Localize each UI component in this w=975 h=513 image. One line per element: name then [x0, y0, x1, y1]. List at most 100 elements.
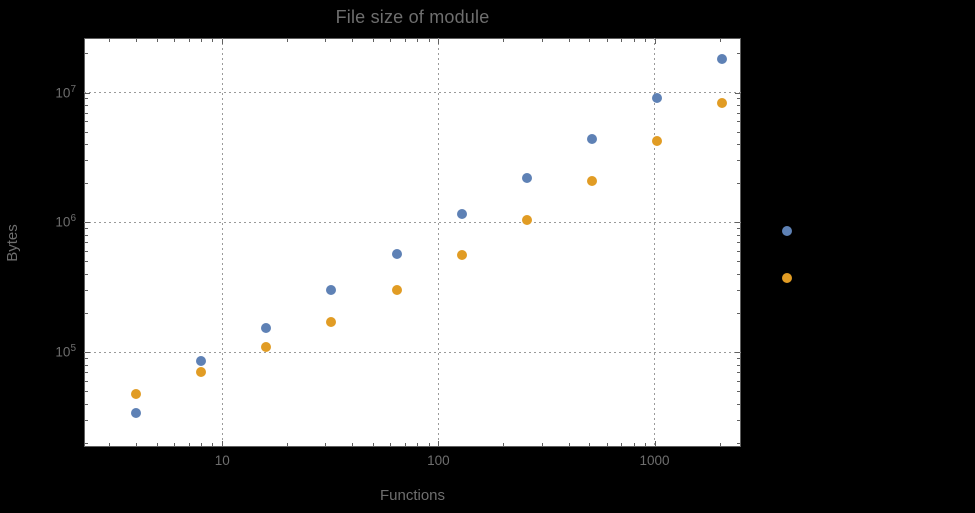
x-tick-mark — [644, 39, 646, 42]
y-tick-mark — [737, 160, 740, 162]
y-tick-mark — [85, 228, 88, 230]
x-tick-mark — [201, 443, 203, 446]
x-tick-mark — [633, 39, 635, 42]
y-tick-mark — [85, 420, 88, 422]
x-tick-mark — [157, 39, 159, 42]
y-tick-mark — [737, 274, 740, 276]
x-tick-mark — [373, 443, 375, 446]
y-tick-mark — [737, 372, 740, 374]
x-tick-label: 1000 — [639, 453, 670, 468]
y-tick-mark — [85, 121, 88, 123]
data-point-blue — [781, 225, 792, 236]
x-tick-mark — [373, 39, 375, 42]
y-tick-mark — [85, 251, 88, 253]
y-tick-mark — [85, 261, 88, 263]
x-tick-mark — [174, 39, 176, 42]
x-axis-label: Functions — [379, 487, 446, 504]
y-tick-mark — [85, 160, 88, 162]
data-point-orange — [131, 388, 142, 399]
x-tick-mark — [568, 39, 570, 42]
x-tick-mark — [438, 441, 440, 446]
y-tick-mark — [737, 183, 740, 185]
y-tick-mark — [85, 381, 88, 383]
y-tick-mark — [737, 364, 740, 366]
grid-line-vertical — [437, 38, 439, 447]
y-tick-mark — [735, 92, 740, 94]
x-tick-mark — [174, 443, 176, 446]
x-tick-mark — [390, 443, 392, 446]
x-tick-mark — [428, 443, 430, 446]
y-tick-mark — [737, 403, 740, 405]
x-tick-mark — [404, 39, 406, 42]
data-point-blue — [391, 249, 402, 260]
y-tick-mark — [737, 313, 740, 315]
chart-title: File size of module — [335, 7, 490, 27]
y-tick-mark — [735, 352, 740, 354]
y-tick-mark — [85, 352, 90, 354]
y-tick-mark — [85, 274, 88, 276]
x-tick-mark — [719, 39, 721, 42]
y-tick-mark — [85, 442, 88, 444]
y-tick-mark — [737, 381, 740, 383]
y-tick-mark — [85, 391, 88, 393]
x-tick-mark — [621, 443, 623, 446]
x-tick-mark — [325, 443, 327, 446]
y-tick-mark — [737, 53, 740, 55]
y-tick-mark — [737, 121, 740, 123]
y-tick-mark — [85, 144, 88, 146]
x-tick-mark — [428, 39, 430, 42]
x-tick-mark — [438, 39, 440, 44]
data-point-blue — [586, 133, 597, 144]
data-point-orange — [651, 136, 662, 147]
y-tick-mark — [735, 222, 740, 224]
x-tick-mark — [352, 39, 354, 42]
x-tick-mark — [188, 39, 190, 42]
data-point-orange — [456, 250, 467, 261]
x-tick-mark — [287, 443, 289, 446]
y-tick-label: 107 — [55, 83, 76, 101]
y-tick-mark — [737, 251, 740, 253]
y-tick-mark — [85, 131, 88, 133]
data-point-blue — [456, 209, 467, 220]
y-tick-mark — [85, 364, 88, 366]
data-point-blue — [131, 408, 142, 419]
y-tick-mark — [737, 105, 740, 107]
y-tick-mark — [737, 144, 740, 146]
x-tick-mark — [136, 443, 138, 446]
x-tick-mark — [606, 443, 608, 446]
x-tick-mark — [136, 39, 138, 42]
x-tick-mark — [541, 443, 543, 446]
grid-line-vertical — [654, 38, 656, 447]
y-tick-mark — [85, 290, 88, 292]
x-tick-label: 10 — [214, 453, 230, 468]
x-tick-mark — [719, 443, 721, 446]
x-tick-mark — [589, 39, 591, 42]
x-tick-label: 100 — [427, 453, 450, 468]
x-tick-mark — [417, 443, 419, 446]
y-tick-mark — [85, 98, 88, 100]
data-point-orange — [326, 317, 337, 328]
data-point-orange — [716, 98, 727, 109]
y-tick-mark — [85, 372, 88, 374]
y-tick-mark — [737, 290, 740, 292]
y-tick-mark — [85, 112, 88, 114]
x-tick-mark — [654, 441, 656, 446]
data-point-blue — [651, 93, 662, 104]
y-tick-mark — [85, 105, 88, 107]
y-tick-label: 106 — [55, 213, 76, 230]
x-tick-mark — [109, 39, 111, 42]
x-tick-mark — [606, 39, 608, 42]
y-tick-label: 105 — [55, 343, 76, 360]
x-tick-mark — [287, 39, 289, 42]
y-tick-mark — [85, 403, 88, 405]
y-tick-mark — [737, 234, 740, 236]
grid-line-horizontal — [84, 351, 741, 353]
data-point-blue — [716, 54, 727, 65]
x-tick-mark — [201, 39, 203, 42]
x-tick-mark — [568, 443, 570, 446]
y-tick-mark — [737, 358, 740, 360]
x-tick-mark — [589, 443, 591, 446]
data-point-blue — [326, 285, 337, 296]
data-point-blue — [521, 172, 532, 183]
data-point-orange — [586, 175, 597, 186]
